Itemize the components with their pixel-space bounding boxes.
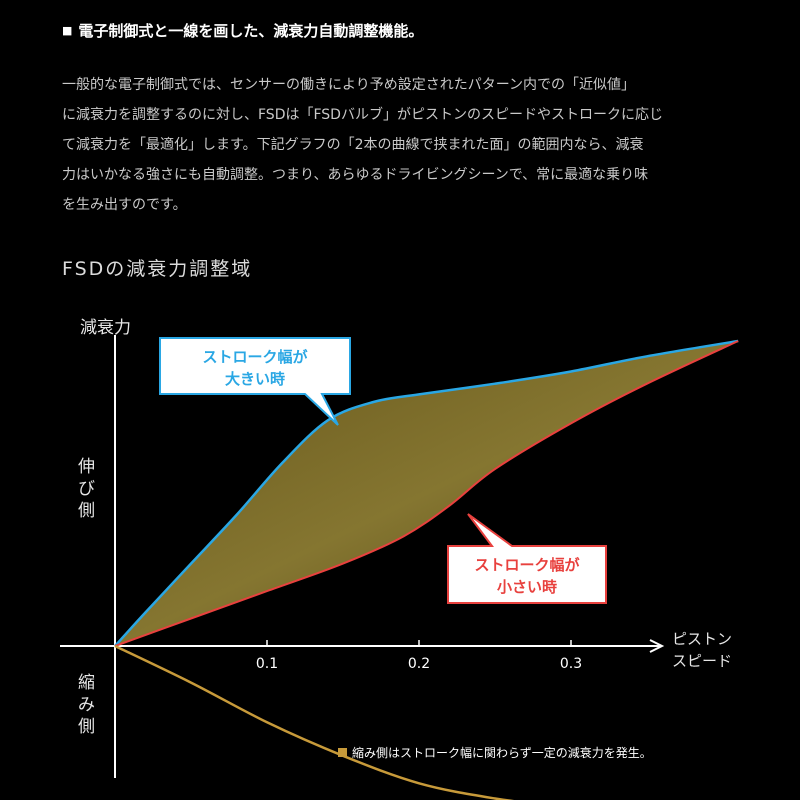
- callout-small-stroke-box: [447, 513, 607, 604]
- callout-small-stroke-line2: 小さい時: [497, 578, 557, 596]
- square-bullet-icon: ■: [62, 24, 73, 37]
- x-axis-label-line1: ピストン: [672, 630, 732, 648]
- x-ticks: 0.1 0.2 0.3: [256, 640, 582, 672]
- series-line-compression: [114, 644, 514, 800]
- paragraph-line: て減衰力を「最適化」します。下記グラフの「2本の曲線で挟まれた面」の範囲内なら、…: [62, 137, 644, 153]
- compression-side-char: 側: [78, 717, 95, 737]
- callout-large-stroke-line2: 大きい時: [225, 370, 285, 388]
- y-axis-label: 減衰力: [80, 318, 131, 338]
- series-line-large-stroke: [114, 339, 739, 647]
- callout-small-stroke: ストローク幅が 小さい時: [447, 513, 607, 604]
- heading-text: 電子制御式と一線を画した、減衰力自動調整機能。: [78, 22, 424, 40]
- x-tick-label: 0.3: [560, 656, 582, 672]
- description-paragraph: 一般的な電子制御式では、センサーの働きにより予め設定されたパターン内での「近似値…: [62, 70, 782, 220]
- callout-large-stroke: ストローク幅が 大きい時: [159, 337, 351, 426]
- chart-title: FSDの減衰力調整域: [62, 258, 253, 280]
- compression-legend-swatch: [338, 748, 347, 757]
- extension-side-char: び: [78, 479, 95, 499]
- callout-large-stroke-line1: ストローク幅が: [202, 348, 308, 366]
- series-line-small-stroke: [114, 340, 739, 647]
- extension-side-char: 伸: [78, 457, 95, 477]
- adjustment-range-area: [115, 341, 739, 646]
- compression-side-char: み: [78, 695, 95, 715]
- paragraph-line: 力はいかなる強さにも自動調整。つまり、あらゆるドライビングシーンで、常に最適な乗…: [62, 167, 649, 183]
- compression-legend-text: 縮み側はストローク幅に関わらず一定の減衰力を発生。: [352, 745, 652, 760]
- paragraph-line: 一般的な電子制御式では、センサーの働きにより予め設定されたパターン内での「近似値…: [62, 77, 636, 93]
- compression-side-char: 縮: [78, 673, 95, 693]
- paragraph-line: を生み出すのです。: [62, 197, 187, 213]
- extension-side-char: 側: [78, 501, 95, 521]
- callout-large-stroke-box: [159, 337, 351, 426]
- x-axis-label-line2: スピード: [672, 652, 732, 670]
- callout-small-stroke-line1: ストローク幅が: [474, 556, 580, 574]
- x-tick-label: 0.1: [256, 656, 278, 672]
- section-heading: ■ 電子制御式と一線を画した、減衰力自動調整機能。: [62, 20, 423, 41]
- x-axis-arrow: [649, 639, 665, 653]
- x-tick-label: 0.2: [408, 656, 430, 672]
- paragraph-line: に減衰力を調整するのに対し、FSDは「FSDバルブ」がピストンのスピードやストロ…: [62, 107, 663, 123]
